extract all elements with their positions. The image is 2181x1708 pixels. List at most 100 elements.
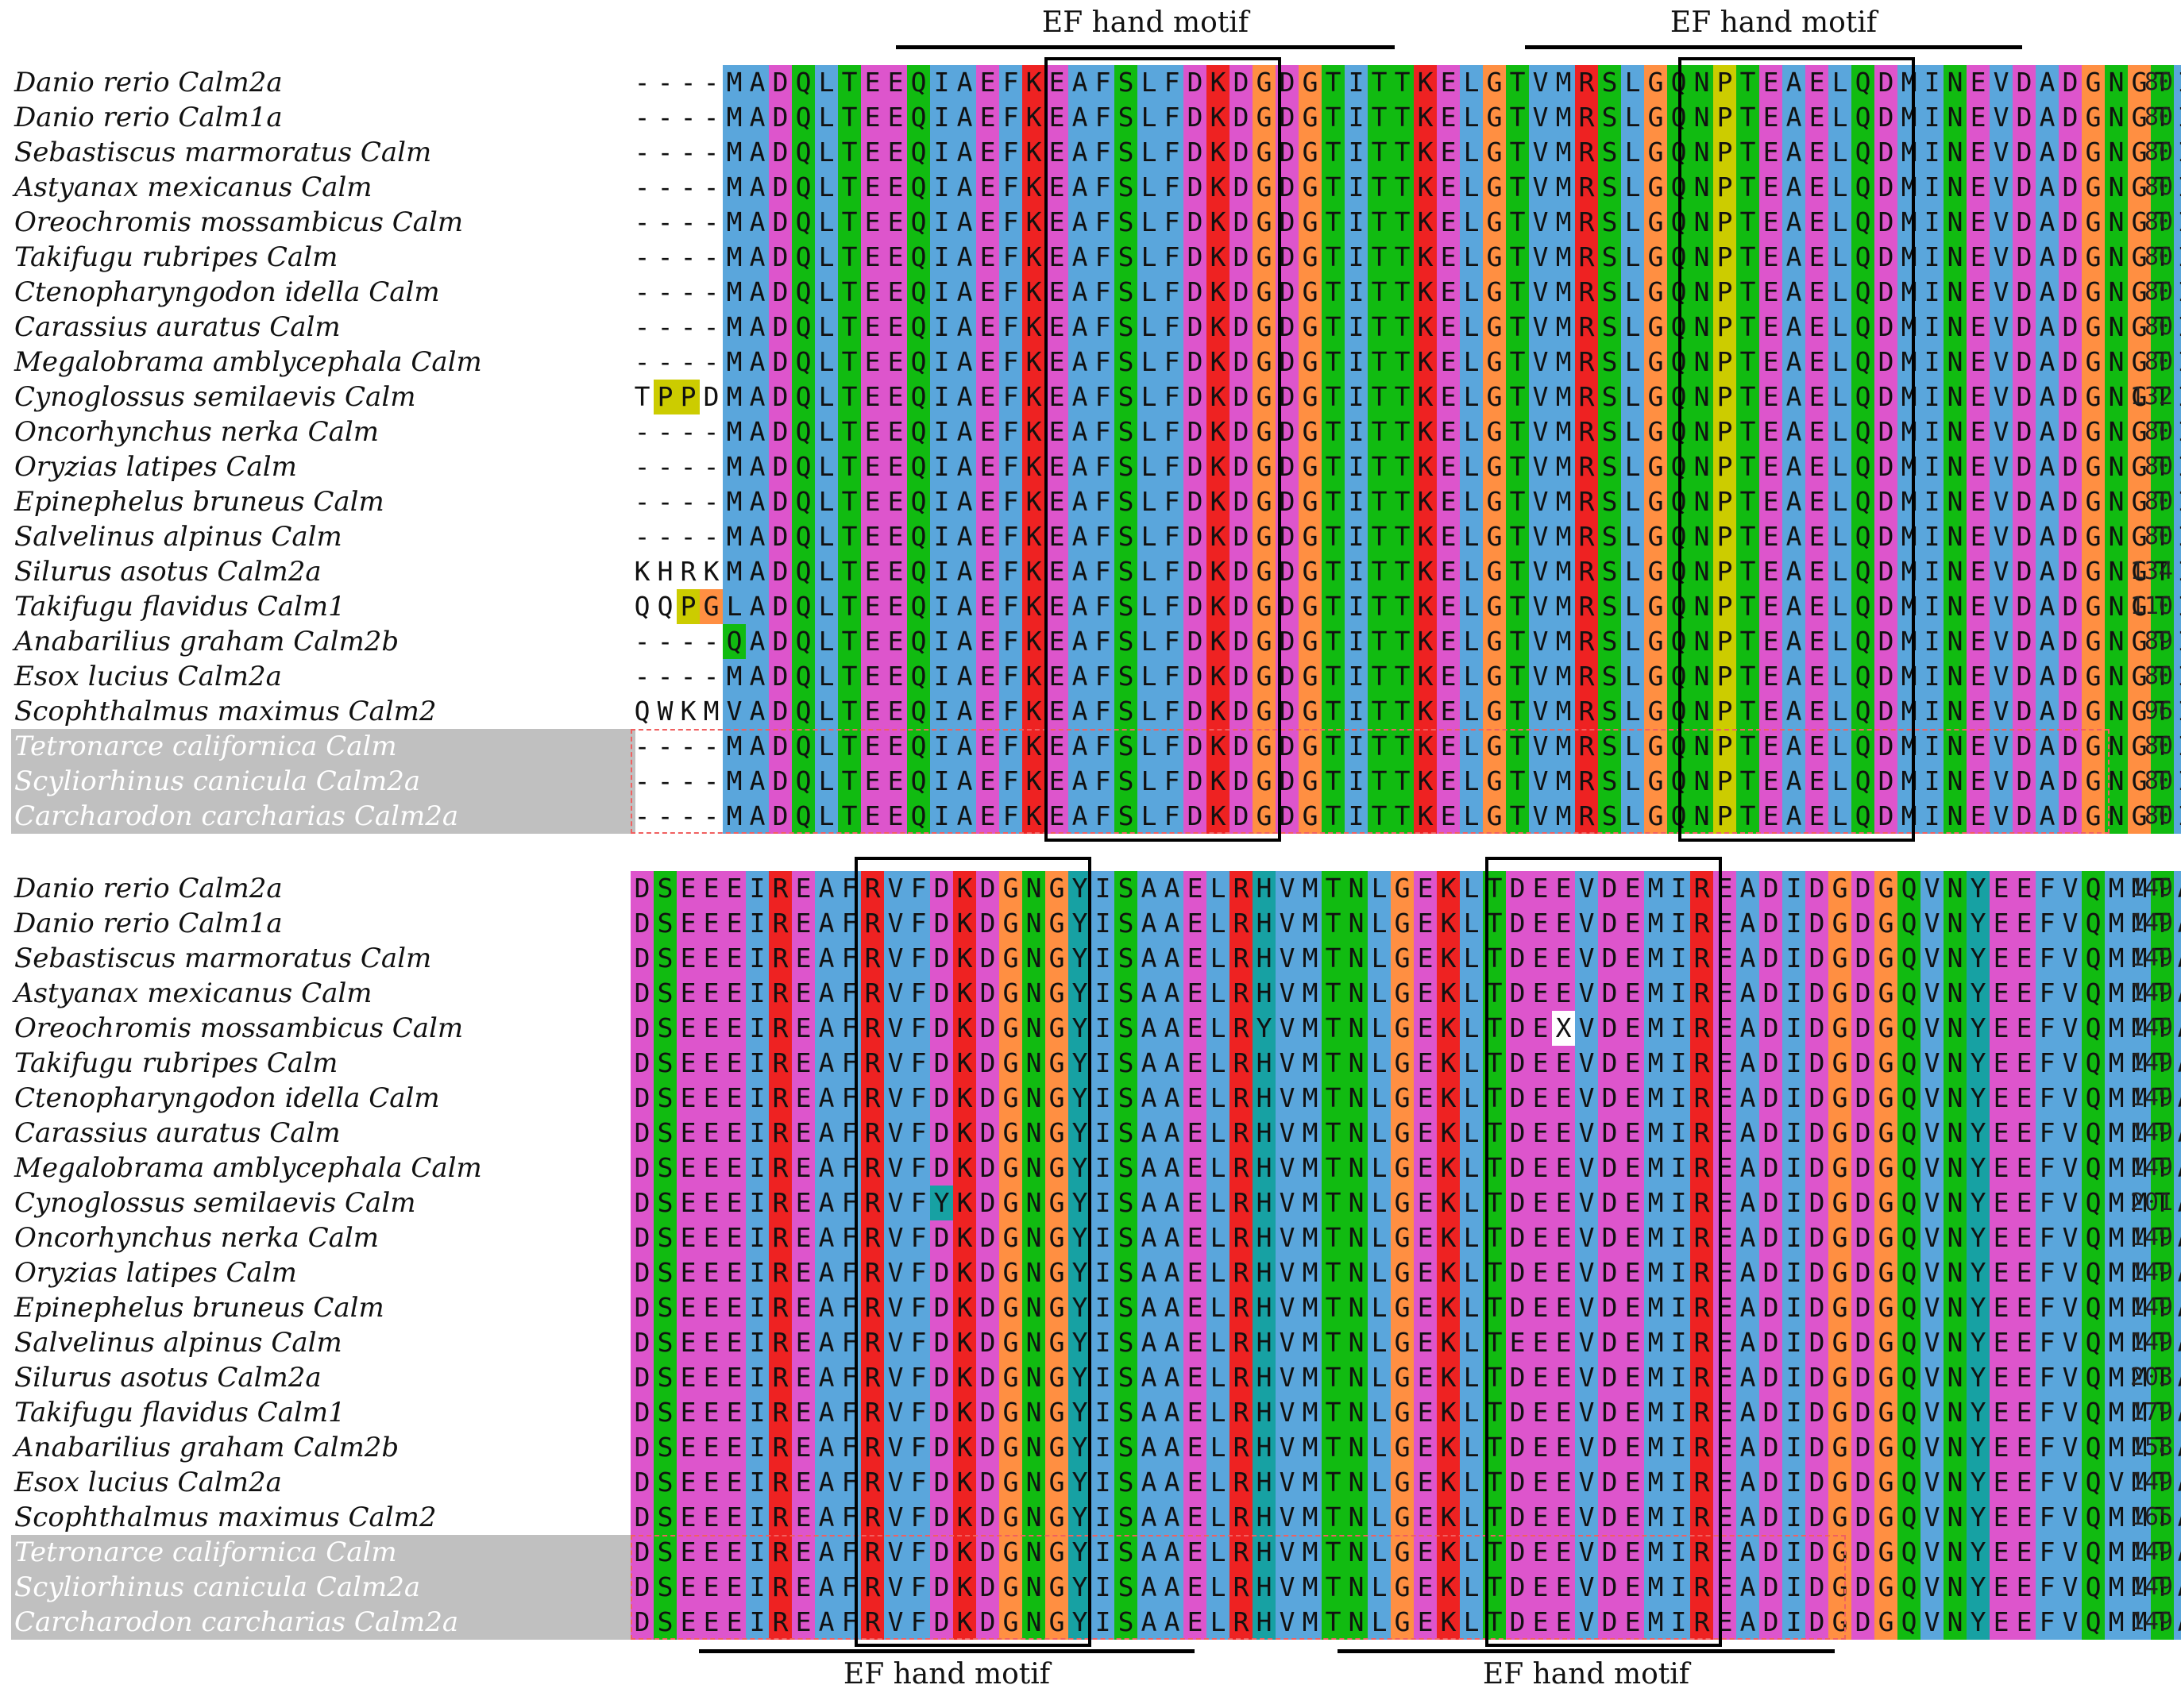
residue: E xyxy=(1621,1186,1644,1220)
residue: R xyxy=(861,1570,884,1605)
residue: I xyxy=(930,414,953,449)
residue: G xyxy=(1874,906,1897,941)
residue: M xyxy=(1644,1255,1667,1290)
residue: G xyxy=(1644,135,1667,170)
residue: I xyxy=(1782,1255,1805,1290)
residue: A xyxy=(1137,1081,1160,1116)
residue: A xyxy=(1160,1430,1183,1465)
residue: D xyxy=(976,906,999,941)
position-number: 89 xyxy=(2144,627,2173,655)
residue: E xyxy=(1621,1570,1644,1605)
residue: T xyxy=(2151,1220,2174,1255)
residue: I xyxy=(746,1535,769,1570)
residue: A xyxy=(1137,1116,1160,1151)
residue: D xyxy=(769,65,792,100)
residue: L xyxy=(1828,694,1851,729)
residue: E xyxy=(1990,1255,2013,1290)
residue: D xyxy=(1183,659,1206,694)
residue: E xyxy=(1414,1535,1437,1570)
residue: F xyxy=(907,1011,930,1046)
residue: G xyxy=(2082,414,2105,449)
residue: G xyxy=(1391,1360,1414,1395)
residue: K xyxy=(1206,345,1229,380)
residue: V xyxy=(1276,1430,1299,1465)
residue: E xyxy=(976,310,999,345)
residue: L xyxy=(1460,624,1483,659)
residue: I xyxy=(1920,135,1944,170)
residue: - xyxy=(703,102,720,133)
residue: N xyxy=(1944,100,1967,135)
residue: R xyxy=(1575,275,1598,310)
residue: E xyxy=(677,1500,700,1535)
residue: N xyxy=(1690,205,1713,240)
residue: L xyxy=(1460,414,1483,449)
residue: L xyxy=(1460,1325,1483,1360)
residue: F xyxy=(2036,1220,2059,1255)
residue: A xyxy=(2174,1186,2181,1220)
residue: L xyxy=(723,589,746,624)
residue: E xyxy=(976,380,999,414)
residue: T xyxy=(838,240,861,275)
residue: D xyxy=(1805,1255,1828,1290)
residue: M xyxy=(1552,240,1575,275)
residue: E xyxy=(723,941,746,976)
residue: D xyxy=(2013,380,2036,414)
residue: L xyxy=(1137,519,1160,554)
residue: D xyxy=(976,1151,999,1186)
residue: Q xyxy=(907,659,930,694)
residue: F xyxy=(1091,589,1114,624)
residue: V xyxy=(1276,1186,1299,1220)
residue: E xyxy=(792,1116,815,1151)
position-number: 149 xyxy=(2129,1259,2173,1286)
residue: G xyxy=(999,1186,1022,1220)
residue: G xyxy=(999,1220,1022,1255)
residue: D xyxy=(631,1500,654,1535)
residue: D xyxy=(1229,240,1253,275)
residue: G xyxy=(2128,624,2151,659)
residue: F xyxy=(1091,624,1114,659)
residue: M xyxy=(1299,976,1322,1011)
residue: V xyxy=(2059,1290,2082,1325)
residue: V xyxy=(2059,1430,2082,1465)
residue: F xyxy=(1091,240,1114,275)
residue: K xyxy=(1022,694,1045,729)
residue: E xyxy=(1183,1081,1206,1116)
residue: E xyxy=(1437,65,1460,100)
residue: A xyxy=(1736,1220,1759,1255)
residue: G xyxy=(1391,1325,1414,1360)
residue: E xyxy=(1437,240,1460,275)
residue: E xyxy=(700,1430,723,1465)
residue: L xyxy=(1460,1151,1483,1186)
residue: E xyxy=(700,906,723,941)
residue: T xyxy=(2151,1500,2174,1535)
residue: I xyxy=(746,941,769,976)
residue: G xyxy=(1253,345,1276,380)
residue: R xyxy=(1575,345,1598,380)
residue: K xyxy=(1022,799,1045,834)
residue: E xyxy=(1990,1046,2013,1081)
residue: I xyxy=(930,659,953,694)
residue: F xyxy=(2036,1465,2059,1500)
residue: E xyxy=(1437,100,1460,135)
residue: - xyxy=(703,731,720,761)
residue: A xyxy=(1160,1046,1183,1081)
residue: T xyxy=(838,624,861,659)
residue: F xyxy=(1160,275,1183,310)
residue: F xyxy=(2036,871,2059,906)
residue: E xyxy=(723,1011,746,1046)
residue: G xyxy=(1045,1465,1068,1500)
residue: D xyxy=(930,1116,953,1151)
residue: I xyxy=(2174,484,2181,519)
residue: T xyxy=(1322,976,1345,1011)
residue: N xyxy=(1944,941,1967,976)
residue: I xyxy=(1091,976,1114,1011)
residue: K xyxy=(1414,484,1437,519)
residue: N xyxy=(1345,1395,1368,1430)
residue: - xyxy=(657,206,674,237)
residue: Q xyxy=(1851,519,1874,554)
residue: N xyxy=(1690,729,1713,764)
residue: E xyxy=(1621,1500,1644,1535)
